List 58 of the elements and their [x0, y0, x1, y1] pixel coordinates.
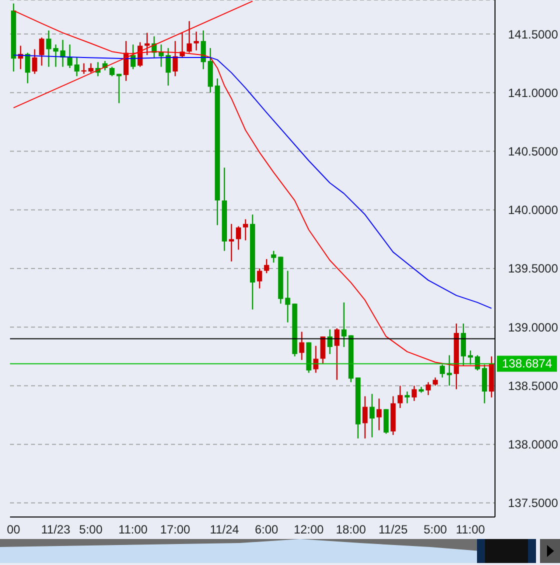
y-tick-label: 138.5000	[508, 378, 558, 393]
candlestick	[88, 62, 94, 74]
candlestick	[334, 328, 340, 380]
candlestick	[376, 398, 382, 431]
candlestick	[180, 32, 185, 58]
y-tick-label: 139.5000	[508, 262, 558, 276]
candlestick	[313, 345, 318, 374]
candlestick	[362, 396, 368, 440]
y-tick-label: 140.0000	[508, 203, 558, 218]
x-tick-label: 5:00	[424, 522, 448, 537]
candlestick	[468, 350, 473, 366]
y-tick-label: 141.0000	[508, 86, 558, 100]
candlestick	[384, 408, 389, 434]
candlestick	[257, 268, 262, 289]
candlestick	[25, 52, 30, 84]
candlestick	[74, 56, 80, 77]
candlestick	[130, 44, 136, 70]
candlestick	[172, 40, 178, 77]
candlestick	[32, 48, 38, 74]
candlestick	[369, 393, 375, 438]
candlestick	[398, 385, 403, 409]
candlestick	[404, 390, 410, 404]
candlestick	[412, 385, 417, 402]
candlestick	[109, 66, 115, 77]
y-tick-label: 139.0000	[508, 320, 558, 334]
candlestick	[67, 44, 72, 69]
candlestick	[482, 364, 488, 404]
y-tick-label: 141.5000	[508, 27, 558, 42]
x-tick-label: 5:00	[79, 522, 103, 537]
candlestick	[39, 36, 44, 66]
candlestick	[460, 322, 466, 366]
x-tick-label: 17:00	[160, 522, 191, 537]
y-tick-label: 140.5000	[508, 144, 558, 158]
x-tick-label: 11:00	[456, 522, 486, 537]
candlestick	[299, 331, 304, 361]
ref-line-label: 138.6874	[502, 356, 552, 371]
x-tick-label: 00	[6, 522, 21, 537]
x-tick-label: 11/25	[378, 522, 408, 537]
candlestick	[186, 20, 192, 54]
candlestick	[341, 302, 346, 348]
candlestick	[440, 364, 445, 378]
candlestick	[426, 382, 431, 396]
candlestick	[228, 223, 234, 262]
candlestick	[194, 31, 199, 52]
candlestick	[242, 218, 248, 241]
candlestick	[285, 270, 290, 323]
x-tick-label: 11/23	[41, 522, 71, 537]
candlestick	[236, 226, 242, 250]
y-tick-label: 138.0000	[508, 438, 558, 452]
candlestick	[166, 47, 171, 86]
candlestick	[264, 258, 270, 274]
x-tick-label: 12:00	[294, 522, 324, 537]
x-tick-label: 11/24	[210, 522, 240, 537]
x-tick-label: 18:00	[336, 522, 366, 537]
candlestick	[271, 250, 276, 264]
x-tick-label: 6:00	[254, 522, 279, 537]
x-tick-label: 11:00	[118, 522, 148, 537]
y-tick-label: 137.5000	[508, 496, 558, 510]
